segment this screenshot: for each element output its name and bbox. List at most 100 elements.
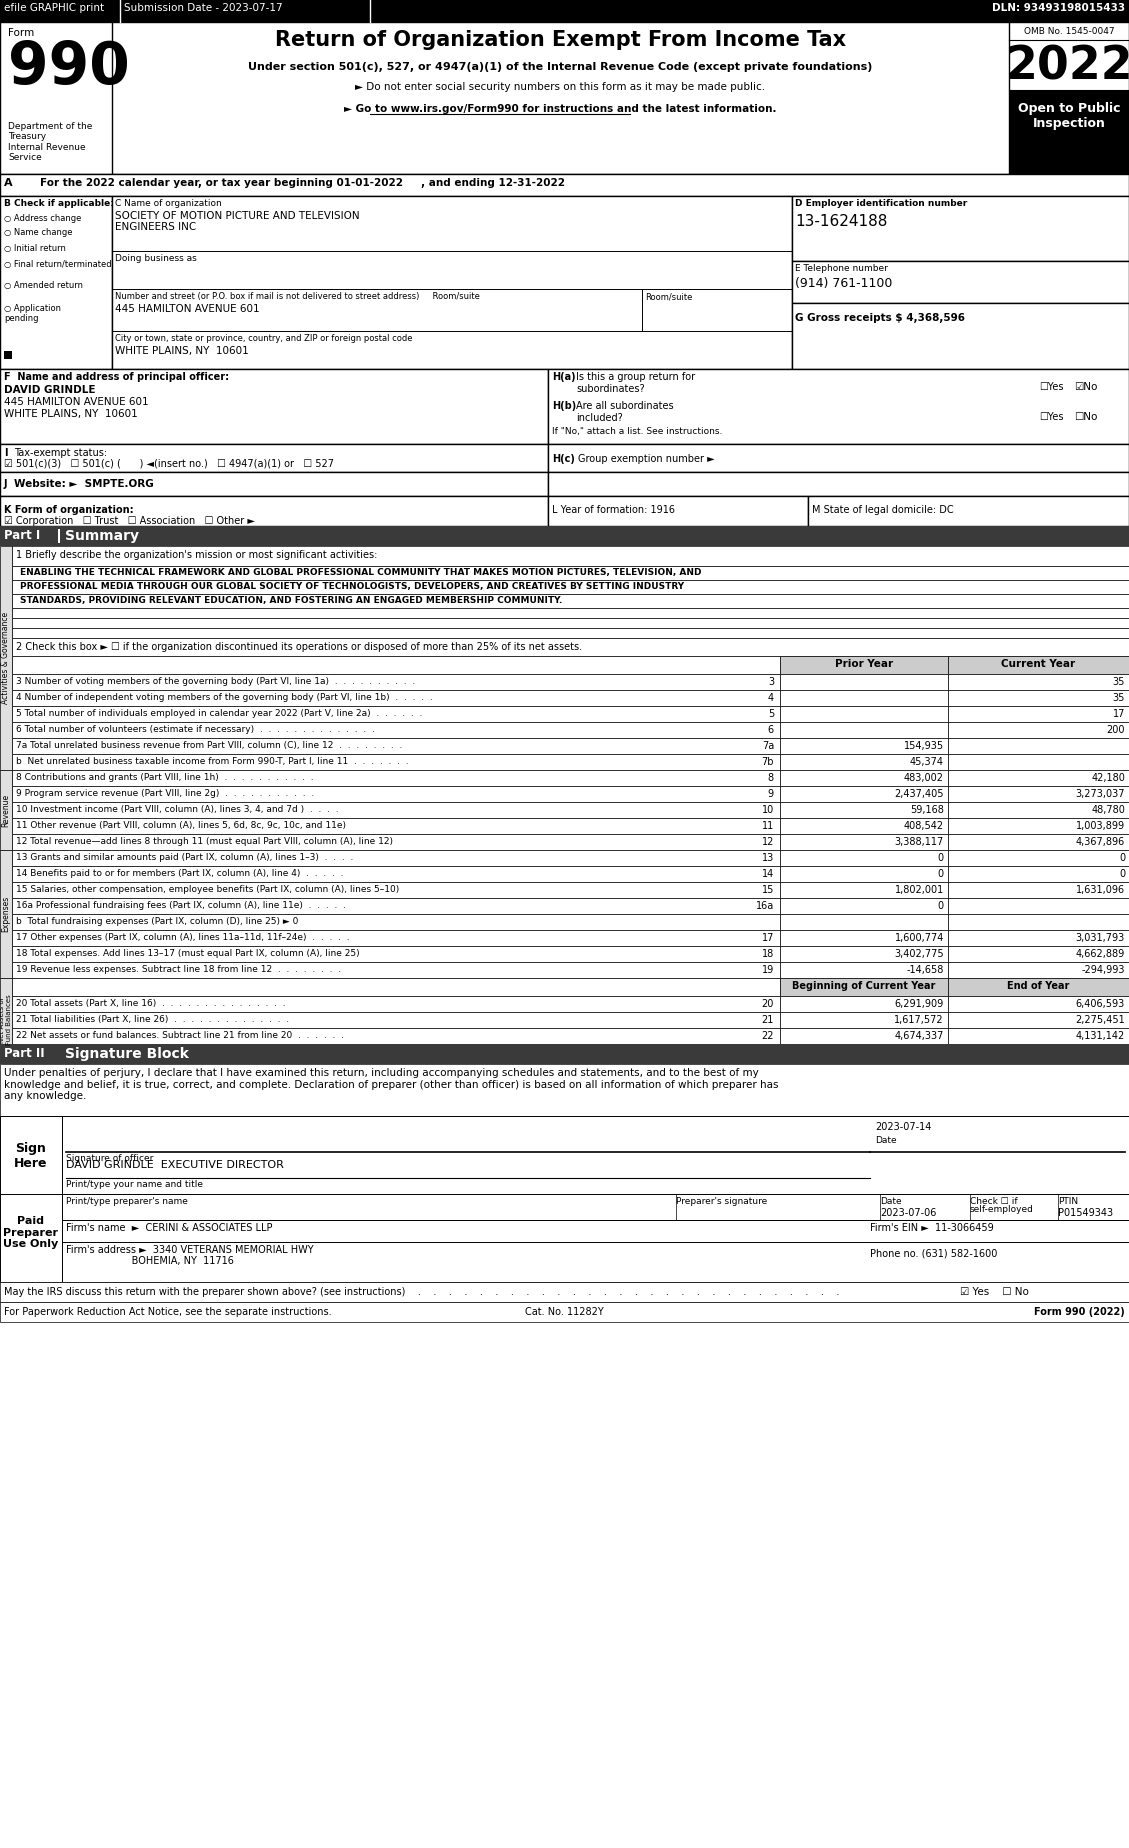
Text: 0: 0 xyxy=(1119,869,1124,880)
Bar xyxy=(780,737,948,754)
Text: Firm's address ►  3340 VETERANS MEMORIAL HWY: Firm's address ► 3340 VETERANS MEMORIAL … xyxy=(65,1246,314,1255)
Text: 11: 11 xyxy=(762,821,774,832)
Text: 19: 19 xyxy=(762,965,774,976)
Text: 1,003,899: 1,003,899 xyxy=(1076,821,1124,832)
Text: 5: 5 xyxy=(768,710,774,719)
Text: 17: 17 xyxy=(1112,710,1124,719)
Text: 21 Total liabilities (Part X, line 26)  .  .  .  .  .  .  .  .  .  .  .  .  .  .: 21 Total liabilities (Part X, line 26) .… xyxy=(16,1015,289,1024)
Bar xyxy=(12,930,780,946)
Text: 17 Other expenses (Part IX, column (A), lines 11a–11d, 11f–24e)  .  .  .  .  .: 17 Other expenses (Part IX, column (A), … xyxy=(16,933,350,942)
Bar xyxy=(0,444,548,471)
Text: M State of legal domicile: DC: M State of legal domicile: DC xyxy=(812,505,954,516)
Text: Open to Public
Inspection: Open to Public Inspection xyxy=(1017,102,1120,129)
Text: For the 2022 calendar year, or tax year beginning 01-01-2022     , and ending 12: For the 2022 calendar year, or tax year … xyxy=(40,177,564,188)
Bar xyxy=(0,527,1129,545)
Bar xyxy=(12,706,780,723)
Bar xyxy=(12,754,780,771)
Bar xyxy=(12,545,1129,565)
Text: 4 Number of independent voting members of the governing body (Part VI, line 1b) : 4 Number of independent voting members o… xyxy=(16,693,432,702)
Bar xyxy=(12,963,780,978)
Text: 15 Salaries, other compensation, employee benefits (Part IX, column (A), lines 5: 15 Salaries, other compensation, employe… xyxy=(16,885,400,894)
Bar xyxy=(0,196,112,370)
Text: Room/suite: Room/suite xyxy=(645,292,692,301)
Text: Submission Date - 2023-07-17: Submission Date - 2023-07-17 xyxy=(124,4,282,13)
Bar xyxy=(793,303,1129,370)
Text: Expenses: Expenses xyxy=(1,896,10,931)
Bar xyxy=(12,1027,780,1044)
Bar xyxy=(0,495,548,527)
Bar xyxy=(948,850,1129,867)
Text: 4,367,896: 4,367,896 xyxy=(1076,837,1124,846)
Text: End of Year: End of Year xyxy=(1007,981,1069,991)
Text: 5 Total number of individuals employed in calendar year 2022 (Part V, line 2a)  : 5 Total number of individuals employed i… xyxy=(16,710,422,719)
Bar xyxy=(948,802,1129,819)
Bar xyxy=(948,978,1129,996)
Bar xyxy=(780,802,948,819)
Bar xyxy=(0,771,12,850)
Text: Firm's EIN ►  11-3066459: Firm's EIN ► 11-3066459 xyxy=(870,1223,994,1233)
Text: ENGINEERS INC: ENGINEERS INC xyxy=(115,222,196,233)
Text: WHITE PLAINS, NY  10601: WHITE PLAINS, NY 10601 xyxy=(5,408,138,419)
Text: PTIN: PTIN xyxy=(1058,1198,1078,1207)
Bar xyxy=(12,867,780,881)
Text: -14,658: -14,658 xyxy=(907,965,944,976)
Bar xyxy=(780,850,948,867)
Bar xyxy=(780,771,948,785)
Bar xyxy=(12,723,780,737)
Bar xyxy=(0,1194,62,1283)
Text: Summary: Summary xyxy=(65,529,139,543)
Bar xyxy=(793,261,1129,303)
Text: 20: 20 xyxy=(762,1000,774,1009)
Bar xyxy=(0,1116,62,1194)
Text: Prior Year: Prior Year xyxy=(835,660,893,669)
Bar xyxy=(780,1013,948,1027)
Text: PROFESSIONAL MEDIA THROUGH OUR GLOBAL SOCIETY OF TECHNOLOGISTS, DEVELOPERS, AND : PROFESSIONAL MEDIA THROUGH OUR GLOBAL SO… xyxy=(20,582,684,591)
Bar xyxy=(780,930,948,946)
Text: D Employer identification number: D Employer identification number xyxy=(795,200,968,209)
Text: ☑ Yes    ☐ No: ☑ Yes ☐ No xyxy=(960,1286,1029,1297)
Bar xyxy=(948,881,1129,898)
Text: WHITE PLAINS, NY  10601: WHITE PLAINS, NY 10601 xyxy=(115,346,248,357)
Text: OMB No. 1545-0047: OMB No. 1545-0047 xyxy=(1024,28,1114,35)
Text: ○ Final return/terminated: ○ Final return/terminated xyxy=(5,261,112,270)
Bar xyxy=(12,819,780,833)
Bar xyxy=(548,495,808,527)
Bar xyxy=(12,946,780,963)
Bar xyxy=(948,867,1129,881)
Text: STANDARDS, PROVIDING RELEVANT EDUCATION, AND FOSTERING AN ENGAGED MEMBERSHIP COM: STANDARDS, PROVIDING RELEVANT EDUCATION,… xyxy=(20,597,562,604)
Text: Is this a group return for: Is this a group return for xyxy=(576,371,695,383)
Bar xyxy=(948,689,1129,706)
Bar xyxy=(0,22,112,174)
Bar xyxy=(0,0,1129,22)
Text: J: J xyxy=(5,479,8,490)
Text: 2022: 2022 xyxy=(1005,44,1129,89)
Text: 0: 0 xyxy=(1119,854,1124,863)
Bar xyxy=(62,1116,1129,1194)
Bar xyxy=(780,819,948,833)
Text: ○ Address change: ○ Address change xyxy=(5,214,81,224)
Bar xyxy=(1009,22,1129,174)
Text: 3: 3 xyxy=(768,676,774,687)
Text: 3,031,793: 3,031,793 xyxy=(1076,933,1124,942)
Text: 59,168: 59,168 xyxy=(910,806,944,815)
Bar xyxy=(948,785,1129,802)
Bar xyxy=(780,785,948,802)
Bar xyxy=(12,628,1129,638)
Bar xyxy=(780,656,948,675)
Bar xyxy=(948,1027,1129,1044)
Bar xyxy=(948,898,1129,915)
Bar xyxy=(948,723,1129,737)
Text: For Paperwork Reduction Act Notice, see the separate instructions.: For Paperwork Reduction Act Notice, see … xyxy=(5,1307,332,1318)
Text: Signature Block: Signature Block xyxy=(65,1048,189,1061)
Text: Under section 501(c), 527, or 4947(a)(1) of the Internal Revenue Code (except pr: Under section 501(c), 527, or 4947(a)(1)… xyxy=(248,63,873,72)
Bar xyxy=(62,1194,1129,1283)
Bar xyxy=(0,471,548,495)
Text: 445 HAMILTON AVENUE 601: 445 HAMILTON AVENUE 601 xyxy=(115,305,260,314)
Text: ☑No: ☑No xyxy=(1074,383,1097,392)
Bar xyxy=(12,638,1129,656)
Bar xyxy=(12,565,1129,580)
Text: H(a): H(a) xyxy=(552,371,576,383)
Bar xyxy=(780,706,948,723)
Text: Check ☐ if: Check ☐ if xyxy=(970,1198,1017,1207)
Text: BOHEMIA, NY  11716: BOHEMIA, NY 11716 xyxy=(65,1257,234,1266)
